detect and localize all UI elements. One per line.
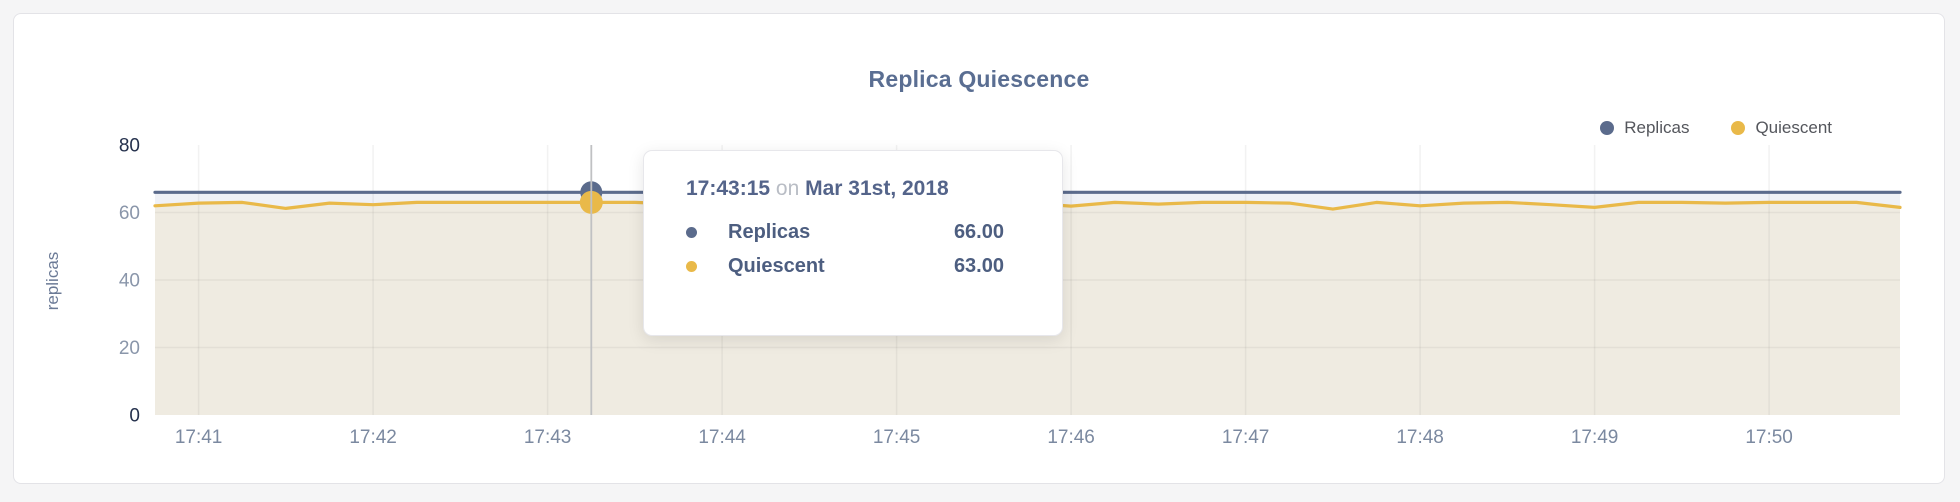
svg-text:17:47: 17:47 [1222, 427, 1270, 448]
tooltip-row-quiescent: Quiescent 63.00 [686, 249, 1004, 283]
tooltip-series-name: Replicas [728, 220, 811, 243]
tooltip-series-value: 66.00 [953, 220, 1004, 243]
quiescent-series-dot [686, 260, 697, 272]
chart-tooltip: 17:43:15 on Mar 31st, 2018 Replicas 66.0… [643, 150, 1063, 336]
svg-text:0: 0 [129, 406, 140, 427]
tooltip-series-value: 63.00 [953, 254, 1004, 277]
svg-text:17:46: 17:46 [1047, 427, 1095, 448]
legend-label: Replicas [1624, 118, 1690, 137]
svg-text:80: 80 [119, 136, 140, 157]
quiescent-legend-dot [1731, 121, 1746, 135]
tooltip-row-replicas: Replicas 66.00 [686, 215, 1004, 249]
legend-label: Quiescent [1755, 118, 1832, 137]
svg-text:17:48: 17:48 [1396, 427, 1444, 448]
legend: Replicas Quiescent [1600, 118, 1832, 138]
legend-item-quiescent[interactable]: Quiescent [1731, 118, 1832, 138]
svg-text:17:49: 17:49 [1571, 427, 1619, 448]
svg-text:replicas: replicas [43, 252, 62, 311]
svg-text:17:42: 17:42 [349, 427, 397, 448]
legend-item-replicas[interactable]: Replicas [1600, 118, 1689, 138]
tooltip-connector: on [775, 177, 800, 200]
replicas-series-dot [686, 226, 697, 238]
svg-text:60: 60 [119, 203, 140, 224]
chart-title: Replica Quiescence [868, 66, 1090, 92]
svg-text:17:44: 17:44 [698, 427, 746, 448]
svg-text:17:45: 17:45 [873, 427, 921, 448]
svg-text:40: 40 [119, 271, 140, 292]
tooltip-time: 17:43:15 [686, 177, 771, 200]
replicas-legend-dot [1600, 121, 1615, 135]
tooltip-series-name: Quiescent [728, 254, 825, 277]
svg-text:17:43: 17:43 [524, 427, 572, 448]
svg-text:17:50: 17:50 [1745, 427, 1793, 448]
tooltip-date: Mar 31st, 2018 [805, 177, 949, 200]
svg-text:20: 20 [119, 338, 140, 359]
tooltip-header: 17:43:15 on Mar 31st, 2018 [686, 177, 1004, 201]
svg-text:17:41: 17:41 [175, 427, 223, 448]
